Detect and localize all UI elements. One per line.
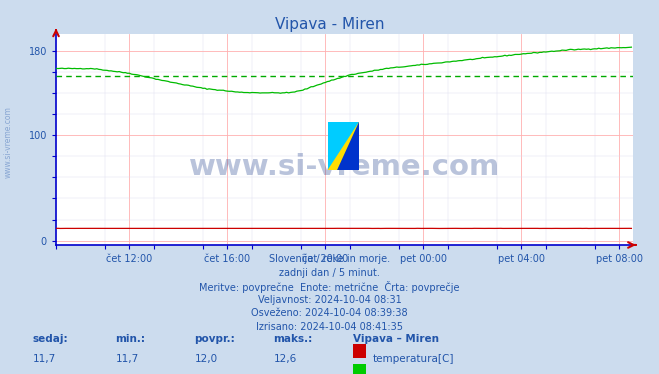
Text: 12,6: 12,6 <box>273 354 297 364</box>
Text: 12,0: 12,0 <box>194 354 217 364</box>
Text: Slovenija / reke in morje.: Slovenija / reke in morje. <box>269 254 390 264</box>
Text: Izrisano: 2024-10-04 08:41:35: Izrisano: 2024-10-04 08:41:35 <box>256 322 403 332</box>
Text: maks.:: maks.: <box>273 334 313 344</box>
Text: zadnji dan / 5 minut.: zadnji dan / 5 minut. <box>279 268 380 278</box>
Text: temperatura[C]: temperatura[C] <box>372 354 454 364</box>
Text: Vipava - Miren: Vipava - Miren <box>275 17 384 32</box>
Text: sedaj:: sedaj: <box>33 334 69 344</box>
Text: Veljavnost: 2024-10-04 08:31: Veljavnost: 2024-10-04 08:31 <box>258 295 401 305</box>
Text: www.si-vreme.com: www.si-vreme.com <box>4 106 13 178</box>
Text: min.:: min.: <box>115 334 146 344</box>
Polygon shape <box>337 122 359 170</box>
Polygon shape <box>328 122 359 170</box>
Text: 11,7: 11,7 <box>115 354 138 364</box>
Text: povpr.:: povpr.: <box>194 334 235 344</box>
Text: 11,7: 11,7 <box>33 354 56 364</box>
Text: Vipava – Miren: Vipava – Miren <box>353 334 439 344</box>
Text: Osveženo: 2024-10-04 08:39:38: Osveženo: 2024-10-04 08:39:38 <box>251 308 408 318</box>
Text: Meritve: povprečne  Enote: metrične  Črta: povprečje: Meritve: povprečne Enote: metrične Črta:… <box>199 281 460 293</box>
Polygon shape <box>328 122 359 170</box>
Text: www.si-vreme.com: www.si-vreme.com <box>188 153 500 181</box>
